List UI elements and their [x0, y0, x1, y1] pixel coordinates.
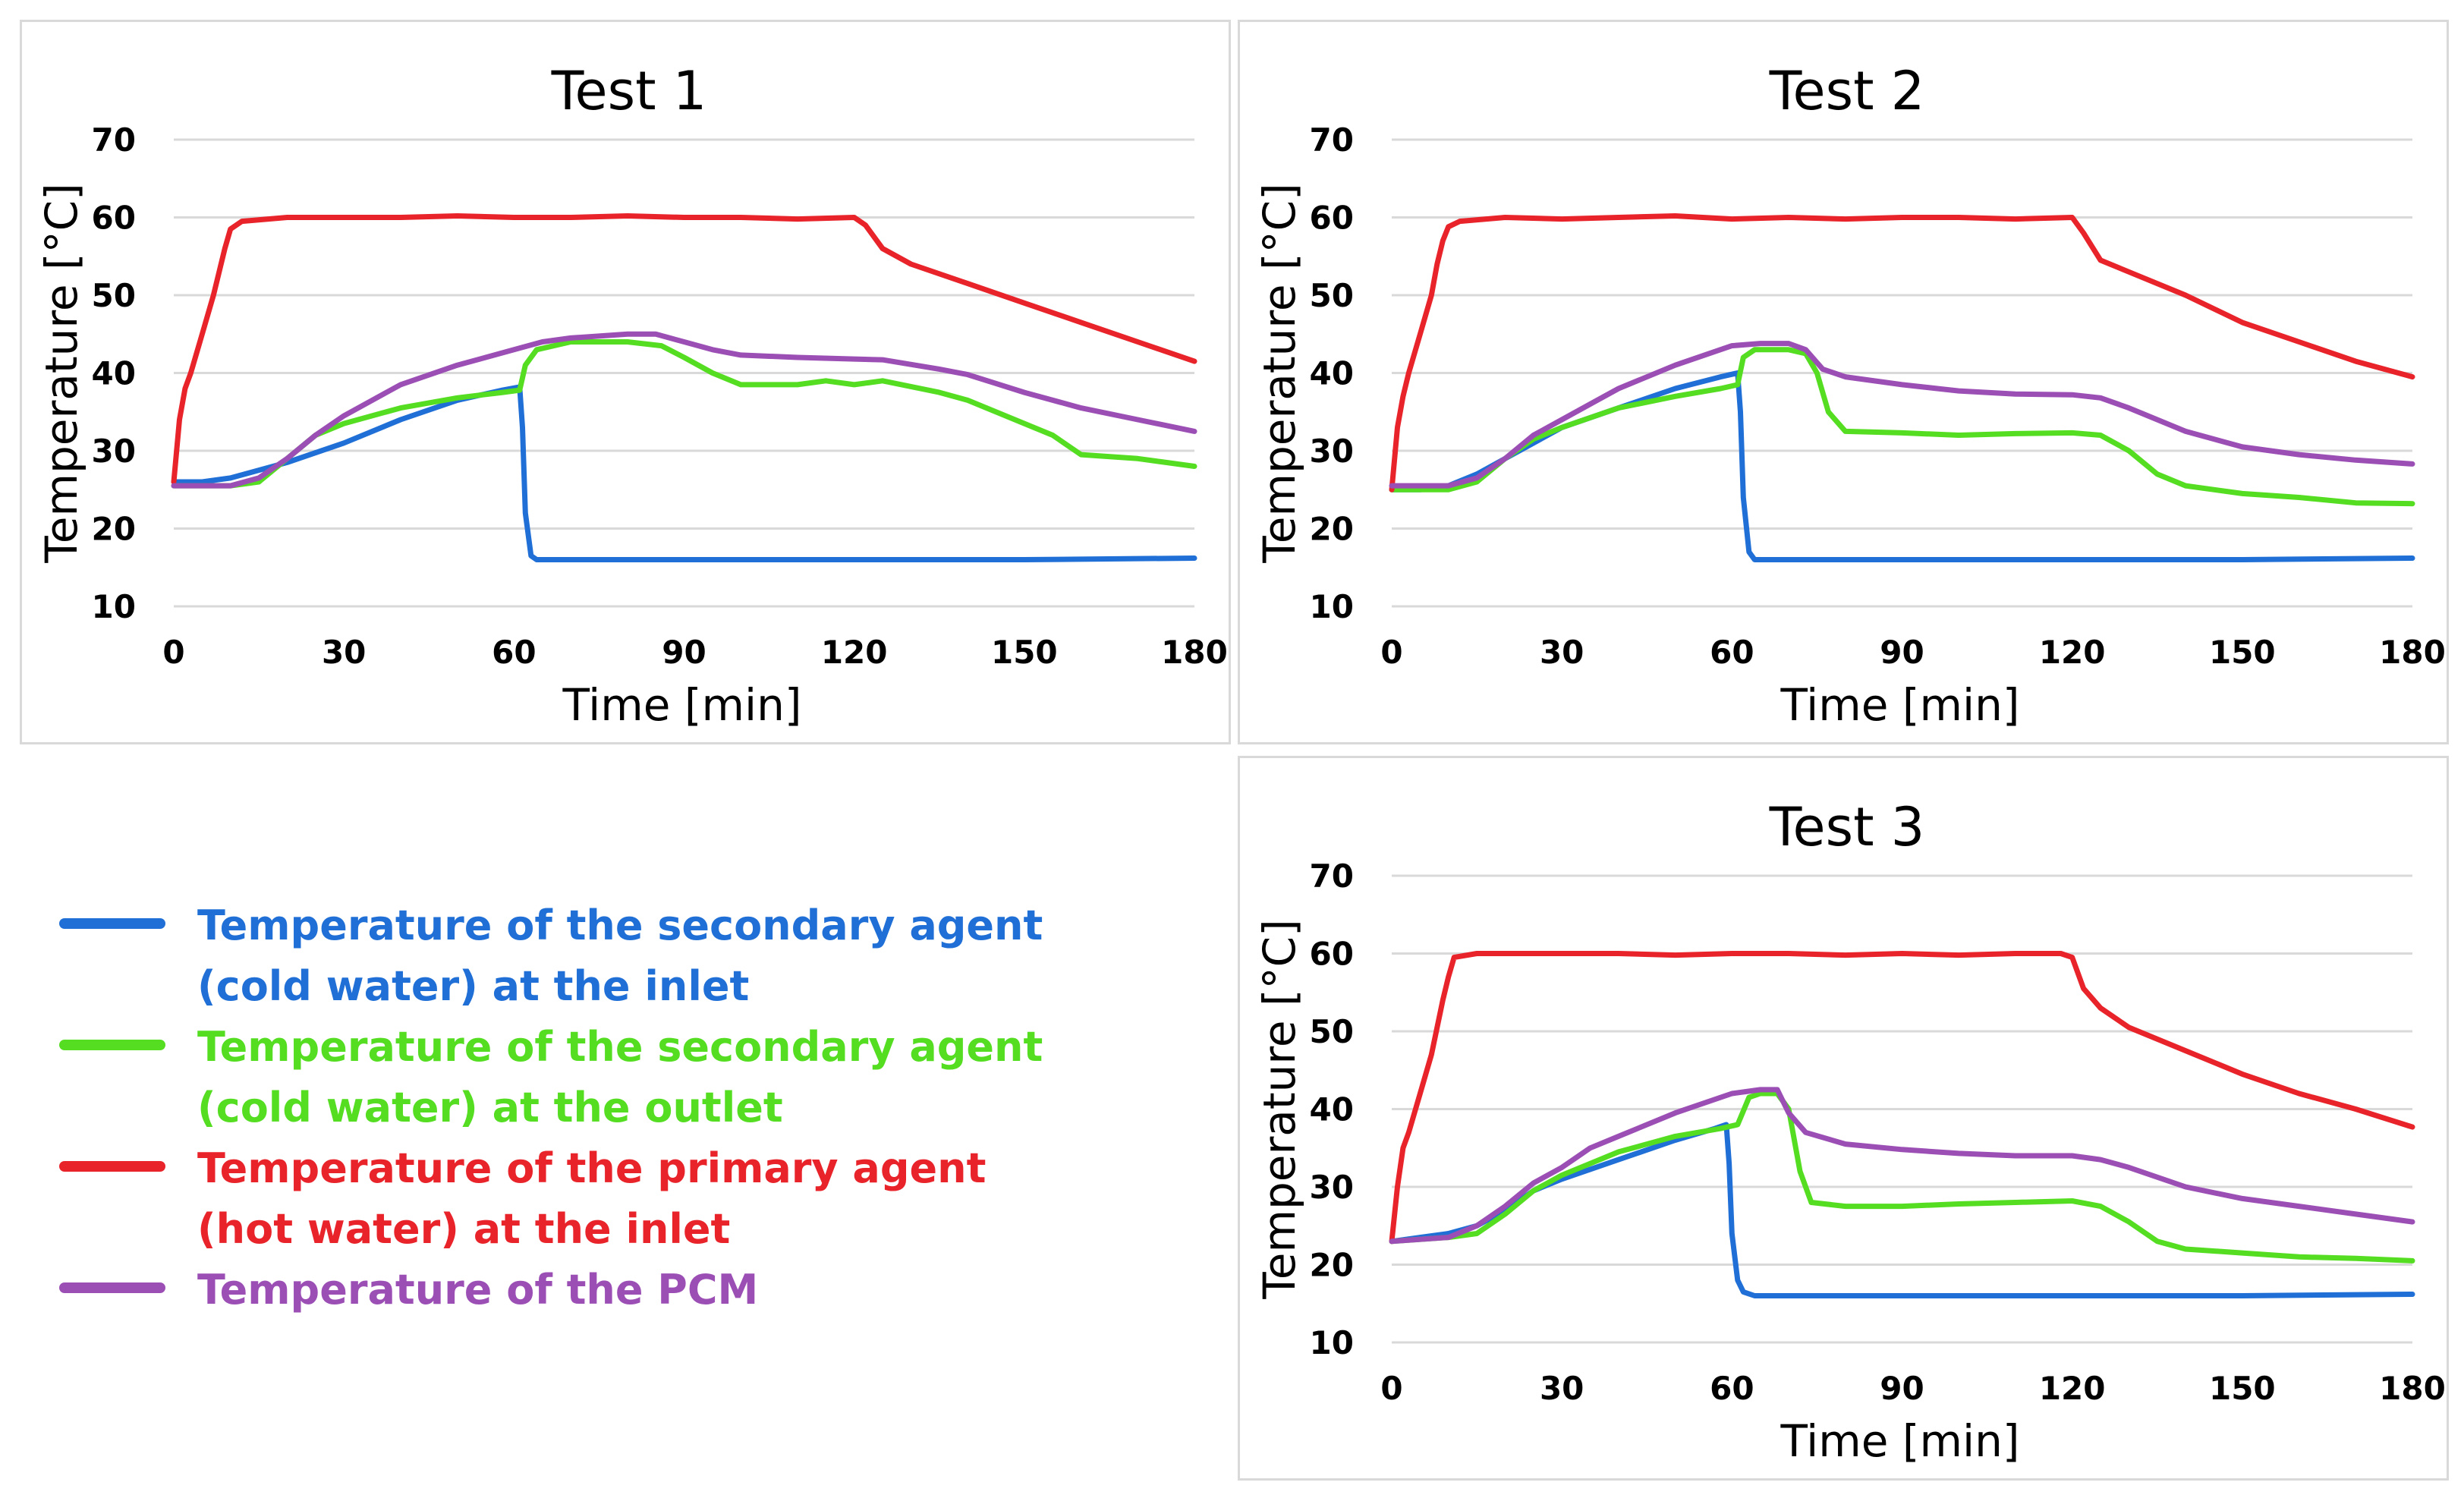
- chart-panel-test-2: Test 2 10 20 30 40 50 60 70 0 30 60 90 120 150 180 Time…: [1238, 20, 2449, 744]
- series-line-0: [1389, 370, 2415, 562]
- chart-title: Test 2: [1769, 60, 1925, 122]
- y-tick-label: 30: [1310, 433, 1354, 470]
- series-line-2: [171, 213, 1197, 485]
- chart-test-3: Test 3 10 20 30 40 50 60 70 0 30 60 90 120 150 180 Time…: [1254, 796, 2446, 1467]
- legend-item-pcm: Temperature of the PCM: [53, 1260, 1116, 1381]
- y-tick-label: 30: [92, 433, 136, 470]
- y-axis-label: Temperature [°C]: [36, 183, 87, 564]
- series-line-0: [171, 384, 1197, 562]
- y-tick-label: 40: [92, 355, 136, 392]
- x-axis-label: Time [min]: [1780, 679, 2019, 731]
- legend: Temperature of the secondary agent (cold…: [53, 895, 1116, 1381]
- chart-title: Test 3: [1769, 796, 1925, 858]
- x-tick-label: 180: [1161, 634, 1228, 671]
- y-tick-label: 60: [1310, 200, 1354, 237]
- x-tick-label: 150: [2209, 634, 2276, 671]
- legend-label-line1: Temperature of the secondary agent: [197, 1023, 1043, 1071]
- legend-label-line1: Temperature of the secondary agent: [197, 902, 1043, 949]
- x-tick-label: 30: [1540, 1370, 1584, 1407]
- series-line-3: [1389, 1087, 2415, 1245]
- y-tick-label: 10: [1310, 588, 1354, 625]
- series-line-1: [171, 339, 1197, 489]
- x-tick-label: 150: [2209, 1370, 2276, 1407]
- series-line-1: [1389, 347, 2415, 507]
- y-tick-label: 20: [1310, 511, 1354, 548]
- y-tick-label: 50: [92, 277, 136, 314]
- legend-swatch-hot-inlet: [59, 1161, 165, 1172]
- chart-panel-test-1: Test 1 10 20 30 40 50 60 70 0 30 60 90 120 150 180 Time…: [20, 20, 1231, 744]
- y-tick-label: 50: [1310, 277, 1354, 314]
- legend-item-cold-inlet: Temperature of the secondary agent (cold…: [53, 895, 1116, 1017]
- legend-label-line1: Temperature of the primary agent: [197, 1144, 987, 1192]
- x-tick-label: 60: [1710, 634, 1754, 671]
- y-tick-label: 70: [1310, 121, 1354, 159]
- x-tick-label: 30: [322, 634, 366, 671]
- x-tick-label: 0: [1380, 1370, 1402, 1407]
- y-tick-label: 20: [92, 511, 136, 548]
- x-tick-label: 120: [821, 634, 888, 671]
- x-tick-label: 60: [492, 634, 536, 671]
- x-tick-label: 150: [991, 634, 1058, 671]
- chart-title: Test 1: [551, 60, 707, 122]
- series-line-3: [1389, 341, 2415, 489]
- chart-test-1: Test 1 10 20 30 40 50 60 70 0 30 60 90 120 150 180 Time…: [36, 60, 1228, 731]
- x-tick-label: 90: [1880, 634, 1924, 671]
- y-tick-label: 40: [1310, 1091, 1354, 1128]
- legend-label-line2: (hot water) at the inlet: [197, 1205, 731, 1253]
- y-axis-label: Temperature [°C]: [1254, 919, 1305, 1300]
- x-tick-label: 30: [1540, 634, 1584, 671]
- x-tick-label: 0: [162, 634, 184, 671]
- y-tick-label: 30: [1310, 1169, 1354, 1206]
- y-tick-label: 60: [92, 200, 136, 237]
- x-axis-label: Time [min]: [562, 679, 801, 731]
- x-tick-label: 90: [662, 634, 706, 671]
- legend-label-line2: (cold water) at the outlet: [197, 1084, 783, 1131]
- x-tick-label: 180: [2379, 634, 2446, 671]
- y-tick-label: 50: [1310, 1013, 1354, 1050]
- series-line-2: [1389, 951, 2415, 1245]
- x-tick-label: 120: [2039, 634, 2106, 671]
- legend-item-hot-inlet: Temperature of the primary agent (hot wa…: [53, 1138, 1116, 1260]
- y-tick-label: 10: [1310, 1324, 1354, 1361]
- legend-label-line2: (cold water) at the inlet: [197, 962, 750, 1010]
- legend-item-cold-outlet: Temperature of the secondary agent (cold…: [53, 1017, 1116, 1138]
- chart-panel-test-3: Test 3 10 20 30 40 50 60 70 0 30 60 90 120 150 180 Time…: [1238, 756, 2449, 1481]
- x-axis-label: Time [min]: [1780, 1415, 2019, 1467]
- x-tick-label: 60: [1710, 1370, 1754, 1407]
- series-line-1: [1389, 1090, 2415, 1264]
- y-tick-label: 70: [1310, 858, 1354, 895]
- y-axis-label: Temperature [°C]: [1254, 183, 1305, 564]
- x-tick-label: 180: [2379, 1370, 2446, 1407]
- x-tick-label: 90: [1880, 1370, 1924, 1407]
- series-line-2: [1389, 213, 2415, 493]
- x-tick-label: 0: [1380, 634, 1402, 671]
- y-tick-label: 70: [92, 121, 136, 159]
- legend-swatch-cold-inlet: [59, 918, 165, 929]
- legend-label-line1: Temperature of the PCM: [197, 1266, 759, 1314]
- y-tick-label: 10: [92, 588, 136, 625]
- legend-swatch-pcm: [59, 1282, 165, 1293]
- chart-test-2: Test 2 10 20 30 40 50 60 70 0 30 60 90 120 150 180 Time…: [1254, 60, 2446, 731]
- legend-swatch-cold-outlet: [59, 1040, 165, 1050]
- series-line-3: [171, 331, 1197, 489]
- y-tick-label: 60: [1310, 936, 1354, 973]
- y-tick-label: 20: [1310, 1247, 1354, 1284]
- x-tick-label: 120: [2039, 1370, 2106, 1407]
- y-tick-label: 40: [1310, 355, 1354, 392]
